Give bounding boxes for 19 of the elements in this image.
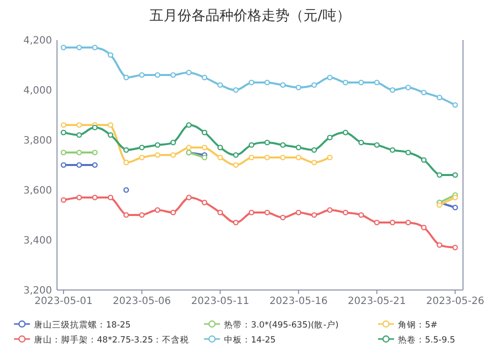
y-tick-label: 4,000 bbox=[23, 86, 52, 96]
legend-label: 热带：3.0*(495-635)(散-户) bbox=[224, 320, 339, 330]
x-tick-label: 2023-05-21 bbox=[348, 296, 406, 307]
y-tick-label: 3,600 bbox=[23, 186, 52, 196]
y-tick-label: 4,200 bbox=[23, 36, 52, 46]
y-tick-label: 3,200 bbox=[23, 286, 52, 296]
x-tick-label: 2023-05-16 bbox=[269, 296, 328, 307]
x-tick-label: 2023-05-26 bbox=[426, 296, 484, 307]
legend-label: 角钢：5# bbox=[398, 320, 438, 330]
x-tick-label: 2023-05-06 bbox=[112, 296, 171, 307]
x-tick-label: 2023-05-01 bbox=[34, 296, 93, 307]
chart-title: 五月份各品种价格走势（元/吨） bbox=[150, 8, 350, 24]
legend-label: 唐山三级抗震螺：18-25 bbox=[34, 320, 131, 330]
legend-label: 唐山：脚手架：48*2.75-3.25：不含税 bbox=[34, 334, 189, 346]
legend-label: 中板：14-25 bbox=[224, 334, 276, 346]
y-tick-label: 3,800 bbox=[23, 136, 52, 146]
y-tick-label: 3,400 bbox=[23, 236, 52, 246]
x-tick-label: 2023-05-11 bbox=[191, 296, 250, 307]
legend-label: 热卷：5.5-9.5 bbox=[398, 334, 456, 346]
